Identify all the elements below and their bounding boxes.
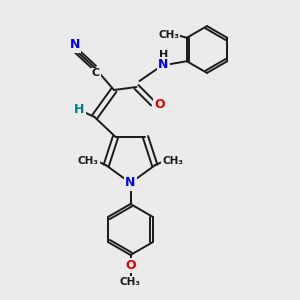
Text: CH₃: CH₃ <box>78 156 99 166</box>
Text: CH₃: CH₃ <box>162 156 183 166</box>
Text: CH₃: CH₃ <box>120 277 141 287</box>
Text: N: N <box>158 58 169 71</box>
Text: N: N <box>125 176 136 190</box>
Text: N: N <box>70 38 80 52</box>
Text: C: C <box>92 68 100 79</box>
Text: H: H <box>74 103 85 116</box>
Text: O: O <box>125 259 136 272</box>
Text: CH₃: CH₃ <box>158 30 179 40</box>
Text: H: H <box>159 50 168 60</box>
Text: O: O <box>154 98 165 112</box>
